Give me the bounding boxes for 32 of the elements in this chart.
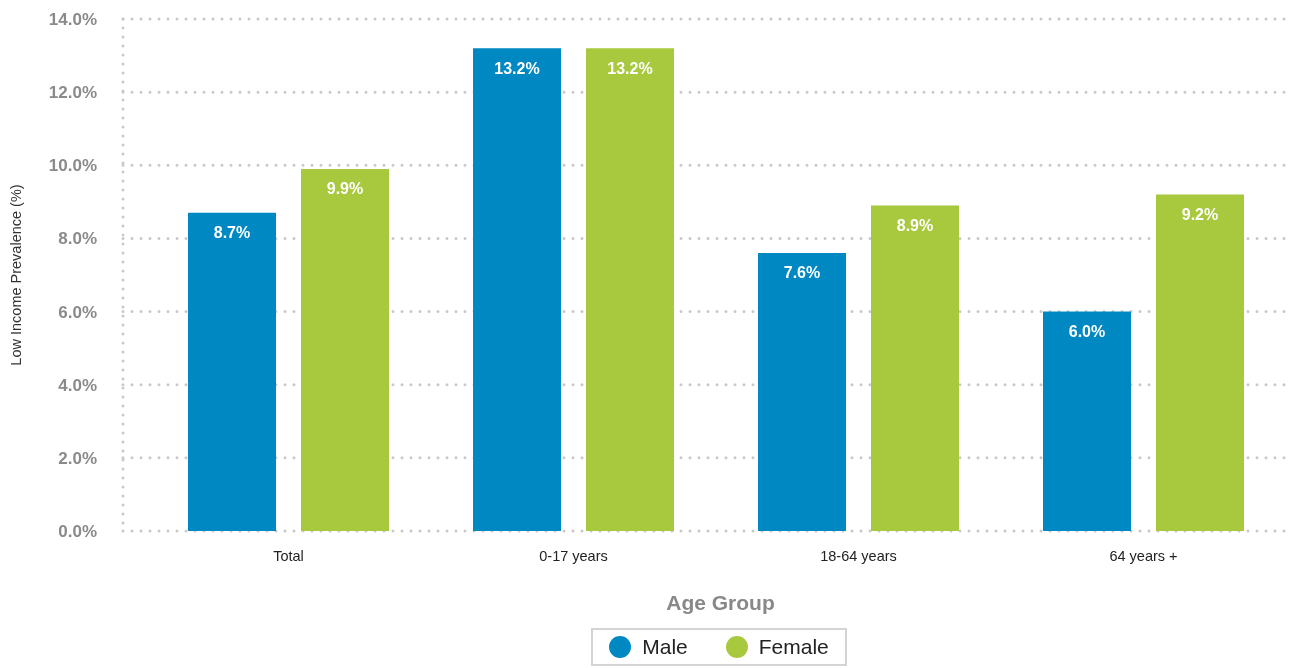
y-tick-label: 2.0% xyxy=(58,448,97,468)
x-tick-label: 64 years + xyxy=(1109,548,1178,565)
legend-label: Male xyxy=(642,634,688,660)
y-axis-title: Low Income Prevalence (%) xyxy=(8,184,24,366)
bar xyxy=(758,253,846,531)
data-label: 13.2% xyxy=(494,59,540,77)
data-label: 13.2% xyxy=(607,59,653,77)
y-tick-label: 0.0% xyxy=(58,522,97,542)
y-tick-label: 6.0% xyxy=(58,302,97,322)
bar xyxy=(473,48,561,531)
bar xyxy=(586,48,674,531)
bar xyxy=(1156,194,1244,531)
bar xyxy=(301,168,389,531)
y-tick-label: 10.0% xyxy=(48,156,97,176)
bar xyxy=(1043,311,1131,531)
y-tick-label: 14.0% xyxy=(48,10,97,30)
x-tick-label: 0-17 years xyxy=(539,548,608,565)
data-label: 9.9% xyxy=(326,180,364,198)
data-label: 8.7% xyxy=(213,224,251,242)
bar xyxy=(188,212,276,531)
bar xyxy=(871,205,959,531)
x-tick-label: Total xyxy=(273,548,304,565)
data-label: 8.9% xyxy=(896,216,934,234)
x-tick-label: 18-64 years xyxy=(820,548,897,565)
data-label: 7.6% xyxy=(783,264,821,282)
data-label: 6.0% xyxy=(1068,322,1106,340)
y-tick-label: 12.0% xyxy=(48,83,97,103)
y-tick-label: 8.0% xyxy=(58,229,97,249)
legend-label: Female xyxy=(758,634,829,660)
data-label: 9.2% xyxy=(1181,205,1219,223)
x-axis-title: Age Group xyxy=(666,590,775,614)
y-tick-label: 4.0% xyxy=(58,375,97,395)
